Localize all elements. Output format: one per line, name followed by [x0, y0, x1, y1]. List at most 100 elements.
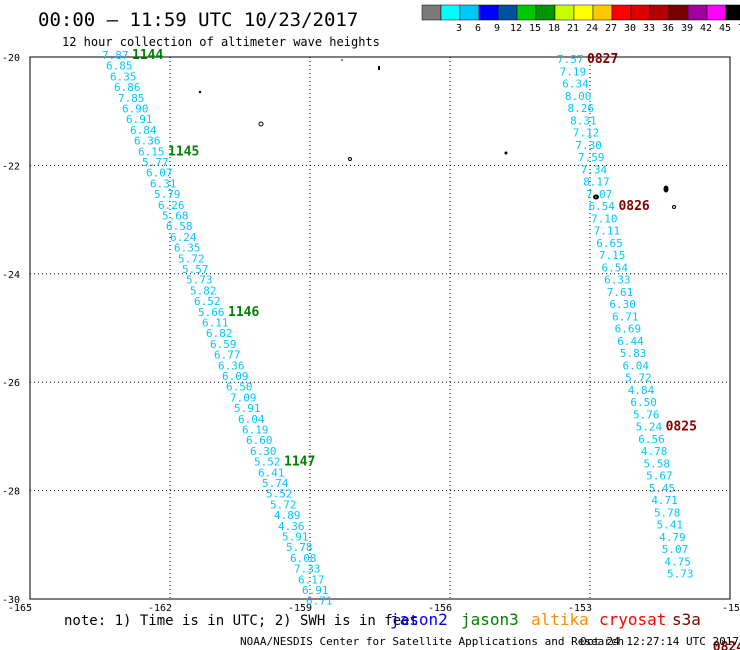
legend-label: 9	[494, 23, 500, 34]
wave-height-value: 6.82	[206, 327, 233, 340]
legend-swatch	[516, 4, 537, 21]
wave-height-value: 5.58	[643, 457, 670, 470]
pass-time-label: 1146	[228, 305, 259, 320]
legend-swatch	[649, 4, 670, 21]
wave-height-value: 6.65	[596, 237, 623, 250]
wave-height-value: 6.41	[258, 466, 285, 479]
legend-label: 27	[605, 23, 617, 34]
wave-height-value: 7.59	[578, 151, 605, 164]
island-markers	[198, 59, 676, 209]
satellite-key-jason2: jason2	[390, 610, 448, 629]
wave-height-value: 4.79	[659, 531, 686, 544]
wave-height-value: 4.75	[664, 555, 691, 568]
wave-height-value: 5.73	[186, 274, 213, 287]
pass-time-label: 0825	[666, 420, 697, 435]
wave-height-value: 6.71	[306, 595, 333, 608]
legend-label: 15	[529, 23, 541, 34]
wave-height-value: 6.54	[602, 261, 629, 274]
island-dot	[378, 66, 380, 70]
wave-height-value: 5.72	[625, 372, 652, 385]
wave-height-value: 6.36	[134, 135, 161, 148]
y-tick-label: -22	[2, 161, 20, 172]
wave-height-value: 5.82	[190, 284, 217, 297]
satellite-key-s3a: s3a	[672, 610, 701, 629]
legend-label: 39	[681, 23, 693, 34]
wave-height-value: 7.61	[607, 286, 634, 299]
legend-swatch	[573, 4, 594, 21]
x-tick-label: -153	[568, 603, 592, 614]
wave-height-value: 6.04	[623, 359, 650, 372]
wave-height-value: 6.90	[122, 103, 149, 116]
wave-height-value: 6.91	[302, 584, 329, 597]
wave-height-value: 5.45	[649, 482, 676, 495]
wave-height-value: 5.79	[154, 188, 181, 201]
pass-time-label: 1147	[284, 455, 315, 470]
legend-swatch	[478, 4, 499, 21]
wave-height-value: 5.72	[270, 498, 297, 511]
legend-swatch	[535, 4, 556, 21]
wave-height-value: 6.84	[130, 124, 157, 137]
page-title: 00:00 – 11:59 UTC 10/23/2017	[38, 9, 358, 31]
wave-height-value: 6.08	[290, 552, 317, 565]
legend-swatch	[592, 4, 613, 21]
wave-height-value: 5.83	[620, 347, 647, 360]
wave-height-value: 5.41	[657, 519, 684, 532]
wave-height-value: 5.77	[142, 156, 169, 169]
wave-height-value: 5.57	[182, 263, 209, 276]
island-dot	[258, 121, 264, 127]
wave-height-value: 6.54	[588, 200, 615, 213]
legend-swatch	[630, 4, 651, 21]
wave-height-value: 5.91	[234, 402, 261, 415]
satellite-key: jason2 jason3 altika cryosat s3a	[390, 610, 701, 629]
legend-label: 70	[738, 23, 740, 34]
island-dot	[672, 205, 676, 209]
wave-height-value: 7.12	[573, 127, 600, 140]
wave-height-value: 6.35	[110, 70, 137, 83]
wave-height-value: 7.87	[102, 49, 129, 62]
legend-swatch	[668, 4, 689, 21]
legend-swatch	[725, 4, 740, 21]
pass-time-label: 0826	[618, 199, 649, 214]
wave-height-value: 6.24	[170, 231, 197, 244]
color-scale-legend: 36912151821242730333639424570(ft)	[421, 4, 740, 34]
wave-height-value: 6.58	[166, 220, 193, 233]
wave-height-value: 7.85	[118, 92, 145, 105]
wave-height-value: 6.30	[250, 445, 277, 458]
legend-label: 21	[567, 23, 579, 34]
wave-height-value: 7.30	[575, 139, 602, 152]
wave-height-value: 5.67	[646, 470, 673, 483]
wave-height-value: 7.57	[557, 53, 584, 66]
track-cryosat: 7.577.196.348.008.268.317.127.307.597.34…	[557, 52, 740, 650]
island-dot	[593, 194, 599, 200]
wave-height-value: 6.04	[238, 413, 265, 426]
pass-time-label: 1145	[168, 144, 199, 159]
wave-height-value: 8.26	[567, 102, 594, 115]
pass-time-label: 1144	[132, 48, 163, 63]
wave-height-value: 7.15	[599, 249, 626, 262]
wave-height-value: 6.69	[615, 323, 642, 336]
wave-height-value: 5.78	[654, 506, 681, 519]
wave-height-value: 6.44	[617, 335, 644, 348]
wave-height-value: 8.17	[583, 176, 610, 189]
pass-time-label: 0827	[587, 52, 618, 67]
wave-height-value: 6.91	[126, 113, 153, 126]
wave-height-value: 5.24	[636, 421, 663, 434]
y-tick-label: -26	[2, 378, 20, 389]
wave-height-value: 6.26	[158, 199, 185, 212]
legend-label: 12	[510, 23, 522, 34]
wave-height-value: 5.76	[633, 408, 660, 421]
legend-label: 24	[586, 23, 598, 34]
island-dot	[198, 90, 202, 94]
wave-height-value: 5.68	[162, 210, 189, 223]
wave-height-value: 5.78	[286, 541, 313, 554]
island-dot	[663, 185, 669, 193]
island-dot	[341, 59, 343, 61]
wave-height-value: 6.17	[298, 573, 325, 586]
wave-height-value: 6.35	[174, 242, 201, 255]
legend-label: 30	[624, 23, 636, 34]
generated-timestamp: Oct 24 12:27:14 UTC 2017	[580, 635, 739, 648]
legend-swatch	[554, 4, 575, 21]
legend-label: 45	[719, 23, 731, 34]
wave-height-value: 6.71	[612, 310, 639, 323]
